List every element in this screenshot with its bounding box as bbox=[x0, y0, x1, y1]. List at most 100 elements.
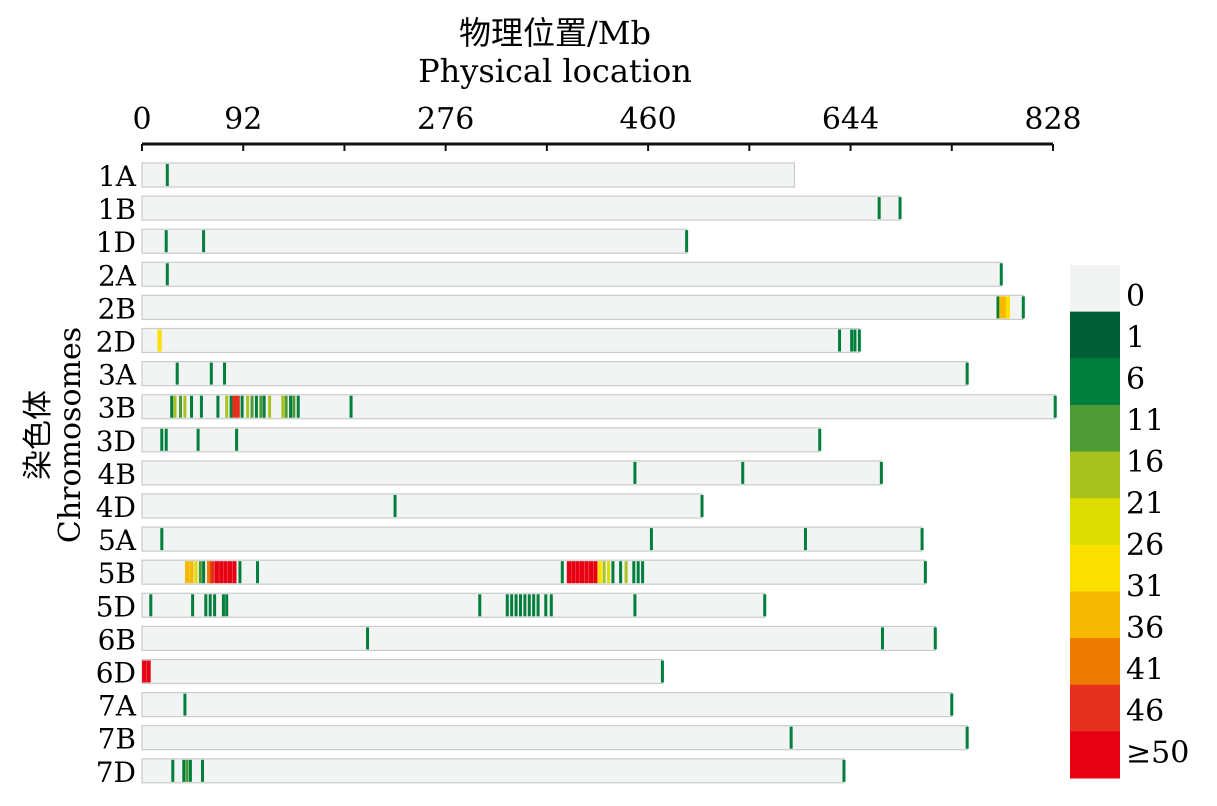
legend-label: 11 bbox=[1126, 404, 1164, 439]
density-bin bbox=[207, 561, 212, 584]
density-bin bbox=[202, 561, 206, 584]
chromosome-row-2D: 2D bbox=[96, 326, 861, 359]
density-bin bbox=[920, 528, 924, 551]
density-bin bbox=[789, 726, 793, 749]
density-bin bbox=[157, 329, 162, 352]
density-bin bbox=[566, 561, 571, 584]
density-bin bbox=[210, 561, 215, 584]
density-bin bbox=[505, 594, 509, 617]
density-bin bbox=[208, 594, 212, 617]
density-bin bbox=[185, 561, 190, 584]
density-bin bbox=[146, 660, 151, 683]
density-bin bbox=[597, 561, 602, 584]
legend-swatch bbox=[1070, 451, 1120, 499]
y-axis-label-en: Chromosomes bbox=[53, 327, 88, 543]
density-bin bbox=[1021, 296, 1025, 319]
density-bin bbox=[514, 594, 518, 617]
chromosome-label: 6B bbox=[98, 623, 136, 656]
chromosome-row-5D: 5D bbox=[96, 590, 767, 623]
chromosome-bar bbox=[141, 526, 923, 552]
density-bin bbox=[923, 561, 927, 584]
density-bin bbox=[202, 230, 206, 253]
chromosome-row-3A: 3A bbox=[98, 359, 969, 392]
density-bin bbox=[262, 395, 266, 418]
legend-label: 26 bbox=[1126, 528, 1164, 563]
density-bin bbox=[965, 726, 969, 749]
density-bin bbox=[575, 561, 580, 584]
density-bin bbox=[532, 594, 536, 617]
chromosome-label: 3D bbox=[96, 425, 136, 458]
density-bin bbox=[225, 594, 229, 617]
density-bin bbox=[214, 561, 219, 584]
chromosome-label: 2B bbox=[98, 292, 136, 325]
chromosome-bar bbox=[141, 493, 703, 519]
density-bin bbox=[165, 164, 169, 186]
density-bin bbox=[235, 395, 240, 418]
chromosome-row-4B: 4B bbox=[98, 458, 883, 491]
legend-swatch bbox=[1070, 544, 1120, 592]
chromosome-bar bbox=[141, 658, 664, 685]
density-bin bbox=[201, 759, 205, 782]
density-bin bbox=[611, 561, 615, 584]
density-bin bbox=[232, 395, 237, 418]
chromosome-bar bbox=[141, 394, 1056, 420]
density-bin bbox=[649, 528, 653, 551]
legend-swatch bbox=[1070, 591, 1120, 639]
density-bin bbox=[173, 395, 177, 418]
legend-label: ≥50 bbox=[1126, 736, 1189, 771]
density-bin bbox=[238, 561, 242, 584]
density-bin bbox=[284, 395, 288, 418]
density-bin bbox=[250, 395, 254, 418]
x-tick-label: 460 bbox=[619, 102, 676, 137]
density-bin bbox=[838, 329, 842, 352]
density-bin bbox=[842, 759, 846, 782]
legend-swatch bbox=[1070, 731, 1120, 779]
density-bin bbox=[619, 561, 623, 584]
density-bin bbox=[544, 594, 548, 617]
density-bin bbox=[1002, 296, 1007, 319]
chromosome-label: 6D bbox=[96, 657, 136, 690]
density-bin bbox=[393, 495, 397, 517]
density-bin bbox=[1053, 395, 1057, 418]
density-bin bbox=[183, 395, 187, 418]
density-bin bbox=[219, 561, 224, 584]
chromosome-label: 2D bbox=[96, 326, 136, 359]
density-bin bbox=[149, 594, 153, 617]
density-bin bbox=[999, 296, 1004, 319]
density-bin bbox=[225, 395, 229, 418]
legend-label: 36 bbox=[1126, 611, 1164, 646]
density-bin bbox=[204, 594, 208, 617]
density-bin bbox=[877, 197, 881, 220]
chromosome-bar bbox=[141, 261, 1002, 287]
density-bin bbox=[221, 594, 225, 617]
chart-title: 物理位置/Mb bbox=[459, 14, 651, 52]
legend-label: 46 bbox=[1126, 694, 1164, 729]
density-bin bbox=[268, 395, 272, 418]
density-bin bbox=[246, 395, 250, 418]
density-bin bbox=[660, 660, 664, 683]
density-bin bbox=[227, 561, 233, 584]
legend-label: 31 bbox=[1126, 570, 1164, 605]
density-bin bbox=[478, 594, 482, 617]
legend-swatch bbox=[1070, 265, 1120, 313]
density-bin bbox=[593, 561, 598, 584]
y-axis-label-cn: 染色体 bbox=[21, 390, 56, 480]
density-bin bbox=[1005, 296, 1010, 319]
chromosome-bar bbox=[141, 559, 926, 585]
chromosome-row-1B: 1B bbox=[98, 193, 902, 226]
chromosome-bar bbox=[141, 758, 845, 784]
chromosome-label: 4B bbox=[98, 458, 136, 491]
density-bin bbox=[292, 395, 296, 418]
legend-swatch bbox=[1070, 638, 1120, 686]
density-bin bbox=[950, 693, 954, 716]
density-bin bbox=[213, 594, 217, 617]
legend-swatch bbox=[1070, 498, 1120, 546]
density-bin bbox=[518, 594, 522, 617]
chromosome-row-1D: 1D bbox=[96, 226, 689, 259]
density-bin bbox=[229, 395, 233, 418]
chromosome-bar bbox=[141, 725, 968, 751]
chromosome-label: 5A bbox=[98, 524, 137, 557]
chromosome-row-3D: 3D bbox=[96, 425, 822, 458]
density-bin bbox=[633, 461, 637, 484]
